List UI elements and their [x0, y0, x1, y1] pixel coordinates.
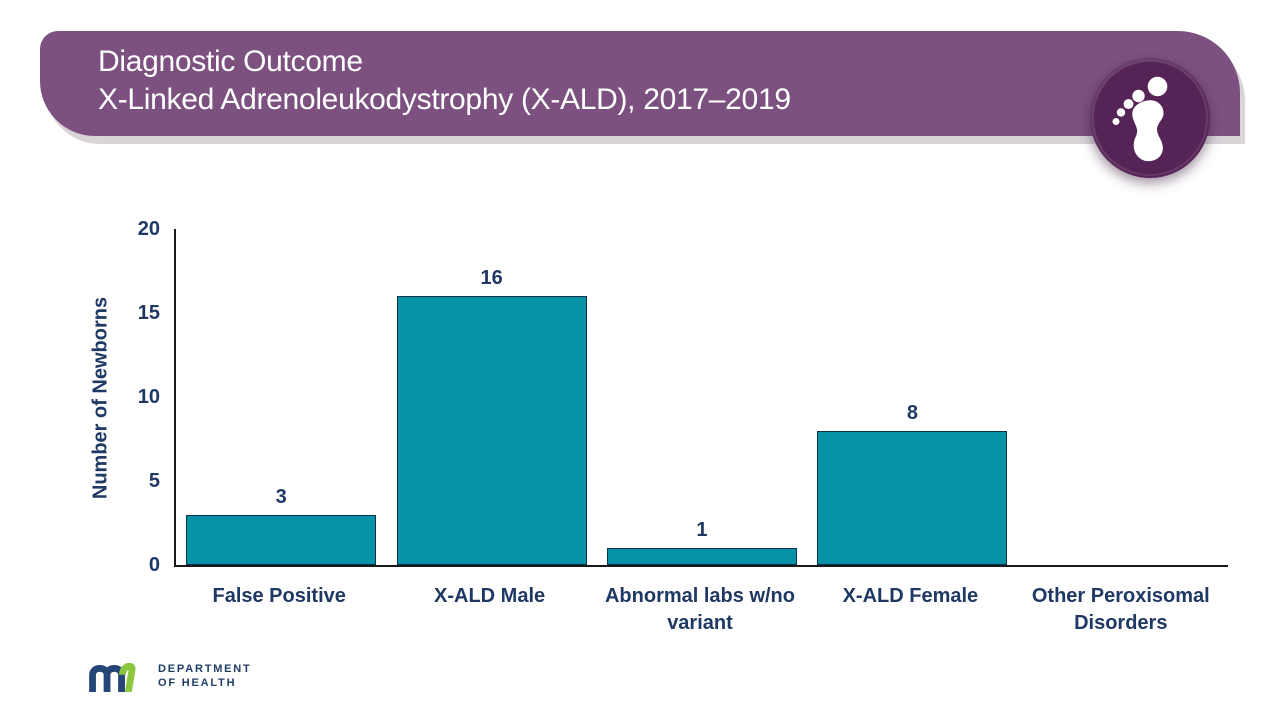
- bar: [396, 296, 587, 565]
- y-tick-label: 10: [137, 386, 160, 408]
- mdh-logo: DEPARTMENT OF HEALTH: [88, 660, 252, 692]
- header-banner: Diagnostic Outcome X-Linked Adrenoleukod…: [40, 31, 1240, 136]
- bar: [607, 548, 797, 565]
- y-tick-label: 20: [137, 218, 160, 240]
- x-category-label: Other Peroxisomal Disorders: [1031, 585, 1210, 634]
- mdh-logo-text-line1: DEPARTMENT: [158, 663, 252, 675]
- footprint-badge: [1090, 58, 1210, 178]
- x-category-label: Abnormal labs w/no variant: [604, 585, 795, 634]
- bar-value-label: 8: [906, 401, 918, 424]
- slide-title: Diagnostic Outcome X-Linked Adrenoleukod…: [98, 43, 791, 119]
- y-tick-label: 15: [137, 302, 160, 324]
- plot-area: 3 16 1 8: [174, 229, 1228, 567]
- bar: [186, 514, 377, 565]
- bar-value-label: 1: [696, 519, 708, 542]
- x-category-label: False Positive: [212, 585, 346, 607]
- mdh-logo-text-line2: OF HEALTH: [158, 677, 237, 689]
- mdh-logo-text: DEPARTMENT OF HEALTH: [158, 662, 252, 690]
- bar-value-label: 16: [480, 267, 503, 290]
- bar-value-label: 3: [275, 485, 287, 508]
- bar: [817, 430, 1008, 565]
- slide-title-line2: X-Linked Adrenoleukodystrophy (X-ALD), 2…: [98, 83, 791, 116]
- x-category-label: X-ALD Male: [434, 585, 546, 607]
- slide-title-line1: Diagnostic Outcome: [98, 45, 363, 78]
- y-tick-label: 5: [148, 470, 160, 492]
- mn-logo-icon: [89, 663, 136, 692]
- baby-footprint-icon: [1092, 60, 1208, 176]
- x-category-label: X-ALD Female: [842, 585, 979, 607]
- y-tick-label: 0: [148, 554, 160, 576]
